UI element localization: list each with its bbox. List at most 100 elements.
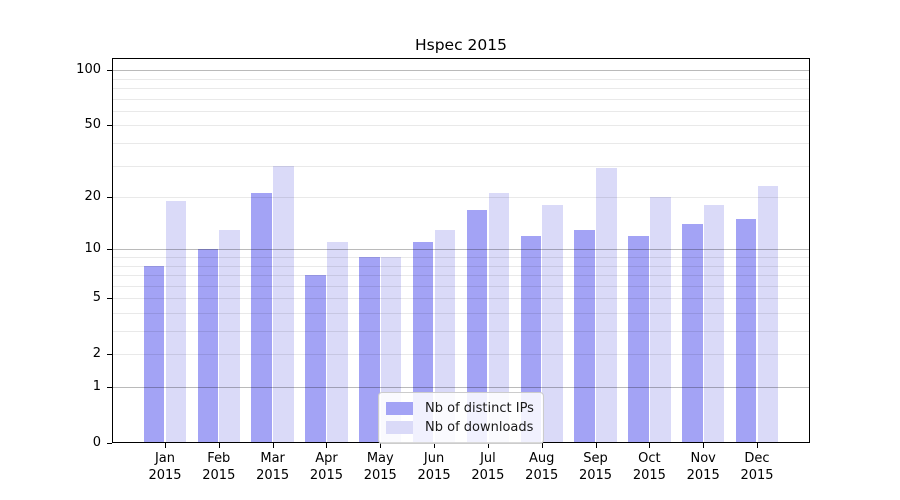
x-tick-label: Aug 2015 bbox=[514, 451, 570, 484]
x-tick-mark bbox=[703, 443, 705, 448]
y-tick-mark bbox=[107, 298, 112, 300]
gridline-minor bbox=[113, 143, 809, 145]
bar-downloads bbox=[434, 229, 456, 442]
x-tick-label-year: 2015 bbox=[309, 467, 343, 483]
bar-downloads bbox=[165, 201, 187, 442]
gridline-major bbox=[113, 387, 809, 388]
y-tick-mark bbox=[107, 249, 112, 251]
x-tick-label-month: Nov bbox=[690, 451, 716, 466]
x-tick-mark bbox=[756, 443, 758, 448]
x-tick-label-month: May bbox=[366, 451, 394, 466]
bar-distinct-ips bbox=[359, 257, 380, 442]
chart-title: Hspec 2015 bbox=[414, 36, 507, 54]
x-tick-label-year: 2015 bbox=[686, 467, 720, 483]
gridline-minor bbox=[113, 331, 809, 333]
bar-downloads bbox=[757, 186, 779, 442]
gridline-minor bbox=[113, 78, 809, 80]
x-tick-label-month: Apr bbox=[315, 451, 338, 466]
gridline-major bbox=[113, 70, 809, 72]
gridline-minor bbox=[113, 98, 809, 100]
legend-label-downloads: Nb of downloads bbox=[425, 419, 534, 435]
gridline-minor bbox=[113, 354, 809, 356]
gridline-minor bbox=[113, 110, 809, 112]
x-tick-mark bbox=[326, 443, 328, 448]
x-tick-label-month: Aug bbox=[529, 451, 555, 466]
plot-area bbox=[112, 58, 810, 443]
gridline-minor bbox=[113, 165, 809, 167]
x-tick-label-month: Feb bbox=[207, 451, 231, 466]
x-tick-label-year: 2015 bbox=[417, 467, 451, 483]
x-tick-mark bbox=[595, 443, 597, 448]
gridline-minor bbox=[113, 265, 809, 267]
x-tick-label-month: Oct bbox=[638, 451, 661, 466]
x-tick-label: Oct 2015 bbox=[621, 451, 677, 484]
x-tick-label-year: 2015 bbox=[525, 467, 559, 483]
y-tick-label: 0 bbox=[92, 435, 101, 450]
x-tick-mark bbox=[434, 443, 436, 448]
bar-downloads bbox=[703, 205, 725, 442]
y-tick-label: 50 bbox=[84, 117, 101, 133]
y-tick-label: 1 bbox=[92, 379, 101, 394]
x-tick-label: Sep 2015 bbox=[568, 451, 624, 484]
bar-distinct-ips bbox=[681, 224, 703, 442]
y-tick-label: 20 bbox=[84, 189, 101, 205]
legend-label-distinct-ips: Nb of distinct IPs bbox=[425, 400, 534, 416]
legend-item-distinct-ips: Nb of distinct IPs bbox=[386, 399, 534, 417]
x-tick-label: Mar 2015 bbox=[245, 451, 301, 484]
legend-swatch-downloads bbox=[386, 420, 413, 434]
x-tick-mark bbox=[165, 443, 166, 448]
y-tick-mark bbox=[107, 70, 112, 72]
x-tick-mark bbox=[272, 443, 274, 448]
y-tick-label: 100 bbox=[76, 62, 101, 78]
x-tick-label-year: 2015 bbox=[148, 467, 182, 483]
bar-distinct-ips bbox=[628, 235, 649, 442]
bar-distinct-ips bbox=[574, 229, 595, 442]
x-tick-label: Apr 2015 bbox=[298, 451, 354, 484]
bar-downloads bbox=[273, 165, 294, 442]
y-tick-label: 10 bbox=[84, 241, 101, 257]
x-tick-label: Nov 2015 bbox=[675, 451, 731, 484]
bar-downloads bbox=[542, 205, 563, 442]
x-tick-label: Jan 2015 bbox=[137, 451, 193, 484]
x-tick-label-month: Jun bbox=[423, 451, 445, 466]
x-tick-label-year: 2015 bbox=[632, 467, 666, 483]
y-tick-mark bbox=[107, 197, 112, 199]
y-tick-mark bbox=[107, 354, 112, 356]
x-tick-mark bbox=[541, 443, 543, 448]
x-tick-label-year: 2015 bbox=[578, 467, 613, 483]
bar-distinct-ips bbox=[197, 249, 219, 442]
x-tick-label: Feb 2015 bbox=[191, 451, 247, 484]
legend: Nb of distinct IPs Nb of downloads bbox=[378, 392, 544, 444]
bar-downloads bbox=[488, 193, 510, 442]
x-tick-label: May 2015 bbox=[352, 451, 408, 484]
gridline-minor bbox=[113, 257, 809, 258]
x-tick-label-year: 2015 bbox=[740, 467, 774, 483]
bar-downloads bbox=[596, 168, 617, 442]
x-tick-label-month: Jan bbox=[154, 451, 176, 466]
x-tick-label-month: Sep bbox=[583, 451, 608, 466]
y-tick-mark bbox=[107, 125, 112, 127]
gridline-minor bbox=[113, 125, 809, 127]
gridline-major bbox=[113, 249, 809, 251]
x-tick-label: Jul 2015 bbox=[460, 451, 516, 484]
x-tick-label-month: Mar bbox=[260, 451, 285, 466]
gridline-minor bbox=[113, 197, 809, 199]
gridline-minor bbox=[113, 298, 809, 300]
bar-downloads bbox=[219, 229, 240, 442]
y-tick-label: 5 bbox=[92, 290, 101, 306]
bar-distinct-ips bbox=[305, 275, 326, 442]
x-tick-mark bbox=[649, 443, 651, 448]
x-tick-label-year: 2015 bbox=[202, 467, 236, 483]
bar-distinct-ips bbox=[520, 235, 542, 442]
x-tick-label-year: 2015 bbox=[256, 467, 290, 483]
x-tick-label-year: 2015 bbox=[363, 467, 397, 483]
bar-distinct-ips bbox=[466, 209, 488, 442]
x-tick-label-month: Dec bbox=[744, 451, 770, 466]
legend-swatch-distinct-ips bbox=[386, 401, 413, 415]
x-tick-mark bbox=[218, 443, 220, 448]
x-tick-label: Dec 2015 bbox=[729, 451, 785, 484]
bar-distinct-ips bbox=[735, 219, 757, 442]
y-tick-mark bbox=[107, 443, 112, 444]
gridline-minor bbox=[113, 88, 809, 90]
x-tick-mark bbox=[487, 443, 489, 448]
